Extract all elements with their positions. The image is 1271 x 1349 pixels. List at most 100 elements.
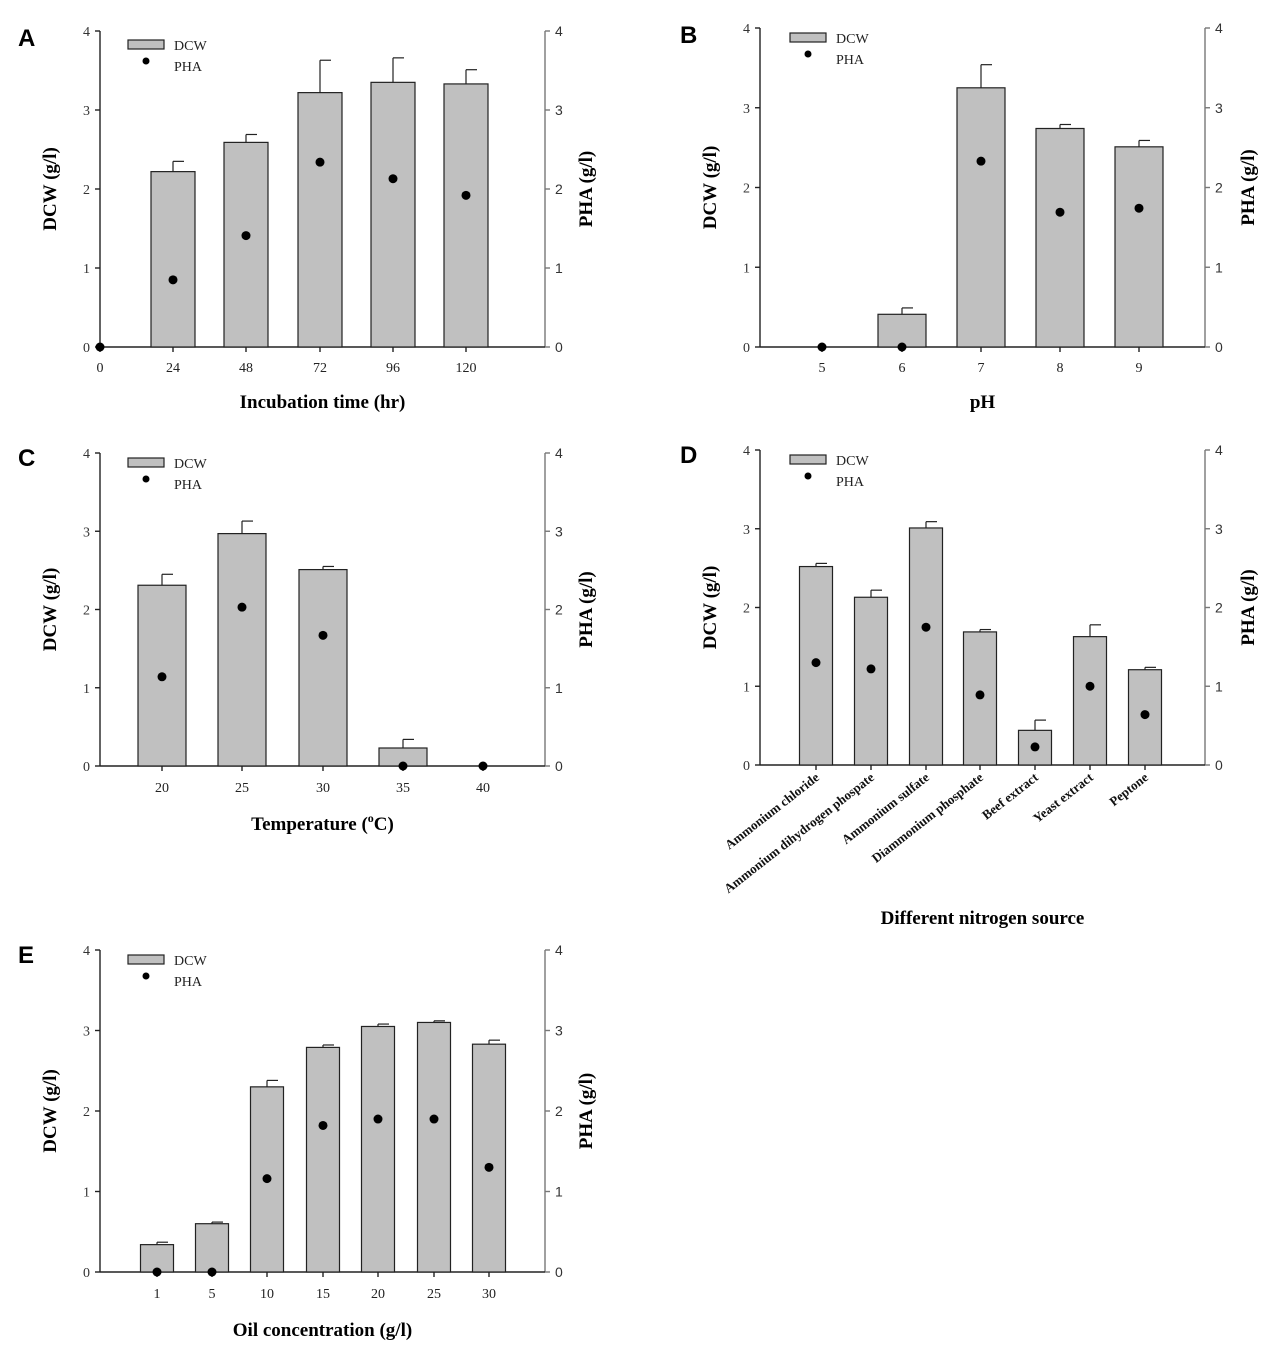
y-tick-label-left: 0 [743,341,750,356]
y-axis-title-left: DCW (g/l) [700,146,721,230]
y-tick-label-right: 2 [555,181,563,197]
point-pha [398,761,408,771]
bar-dcw [1072,636,1108,766]
legend-marker-pha [804,50,812,58]
point-pha [1055,207,1065,217]
x-axis-title-part: C) [374,814,394,835]
x-tick-label: Peptone [1106,769,1151,809]
point-pha [318,630,328,640]
point-pha [237,602,247,612]
chart-panel-c: C 0 0 1 1 2 2 3 3 4 4 20 25 30 35 40 DCW PHA DCW (g/l) PHA … [18,445,597,835]
x-tick-label: 7 [978,361,985,376]
y-tick-label-right: 4 [555,23,563,39]
y-tick-label-right: 2 [1215,600,1223,616]
y-axis-title-right: PHA (g/l) [1238,149,1259,226]
y-tick-label-right: 3 [555,523,563,539]
x-tick-label: 72 [313,361,327,376]
legend-label-dcw: DCW [174,954,207,969]
y-tick-label-left: 3 [83,1025,90,1040]
bar-dcw [908,527,944,766]
bar-dcw [416,1021,452,1273]
point-pha [429,1114,439,1124]
y-tick-label-left: 3 [743,523,750,538]
legend-marker-pha [142,972,150,980]
x-tick-label: 0 [97,361,104,376]
y-tick-label-right: 4 [1215,442,1223,458]
x-axis-title: Temperature (oC) [251,811,394,835]
panel-letter: B [680,22,697,49]
y-tick-label-left: 2 [83,604,90,619]
y-tick-label-left: 3 [743,102,750,117]
legend-swatch-dcw [789,454,827,465]
legend-swatch-dcw [127,39,165,50]
point-pha [152,1267,162,1277]
bar-dcw [360,1025,396,1273]
y-tick-label-left: 4 [743,444,750,459]
y-tick-label-right: 1 [1215,678,1223,694]
point-pha [318,1120,328,1130]
x-tick-label: 6 [899,361,906,376]
y-tick-label-right: 1 [1215,259,1223,275]
x-tick-label: 5 [209,1287,216,1302]
y-tick-label-left: 0 [83,1266,90,1281]
y-tick-label-left: 2 [743,602,750,617]
bar-dcw [1017,729,1053,766]
x-tick-label: 10 [260,1287,274,1302]
bar-dcw [150,171,196,348]
point-pha [315,157,325,167]
y-tick-label-right: 2 [1215,180,1223,196]
x-tick-label: 9 [1136,361,1143,376]
x-tick-label: 1 [154,1287,161,1302]
legend-marker-pha [142,475,150,483]
panel-letter: D [680,442,697,469]
y-tick-label-right: 3 [1215,100,1223,116]
legend-label-pha: PHA [836,53,865,68]
y-tick-label-left: 2 [743,182,750,197]
y-tick-label-right: 3 [555,102,563,118]
bar-dcw [1035,127,1085,348]
point-pha [1134,203,1144,213]
y-axis-title-left: DCW (g/l) [40,568,61,652]
x-tick-label: Ammonium chloride [722,769,822,852]
y-tick-label-left: 1 [83,262,90,277]
x-tick-label: Yeast extract [1030,769,1096,825]
point-pha [866,664,876,674]
legend-label-dcw: DCW [836,32,869,47]
y-axis-title-left: DCW (g/l) [40,1069,61,1153]
y-tick-label-right: 0 [1215,757,1223,773]
y-tick-label-right: 2 [555,1103,563,1119]
x-tick-label: 40 [476,781,490,796]
y-tick-label-right: 3 [555,1023,563,1039]
x-axis-title: pH [970,392,996,413]
point-pha [373,1114,383,1124]
x-tick-label: 8 [1057,361,1064,376]
x-axis-title: Incubation time (hr) [240,392,406,413]
legend-label-dcw: DCW [836,454,869,469]
y-tick-label-left: 4 [83,25,90,40]
bar-dcw [443,83,489,348]
panel-letter: C [18,445,35,472]
point-pha [811,658,821,668]
x-tick-label: 20 [155,781,169,796]
point-pha [207,1267,217,1277]
point-pha [897,342,907,352]
point-pha [461,190,471,200]
y-axis-title-right: PHA (g/l) [1238,569,1259,646]
legend-marker-pha [142,57,150,65]
point-pha [168,275,178,285]
y-tick-label-left: 4 [83,447,90,462]
y-tick-label-right: 2 [555,602,563,618]
y-tick-label-left: 4 [743,22,750,37]
point-pha [817,342,827,352]
y-tick-label-right: 0 [555,758,563,774]
bar-dcw [471,1043,507,1273]
legend-label-dcw: DCW [174,457,207,472]
legend-label-dcw: DCW [174,39,207,54]
legend-marker-pha [804,472,812,480]
y-tick-label-left: 1 [83,682,90,697]
x-tick-label: 25 [235,781,249,796]
